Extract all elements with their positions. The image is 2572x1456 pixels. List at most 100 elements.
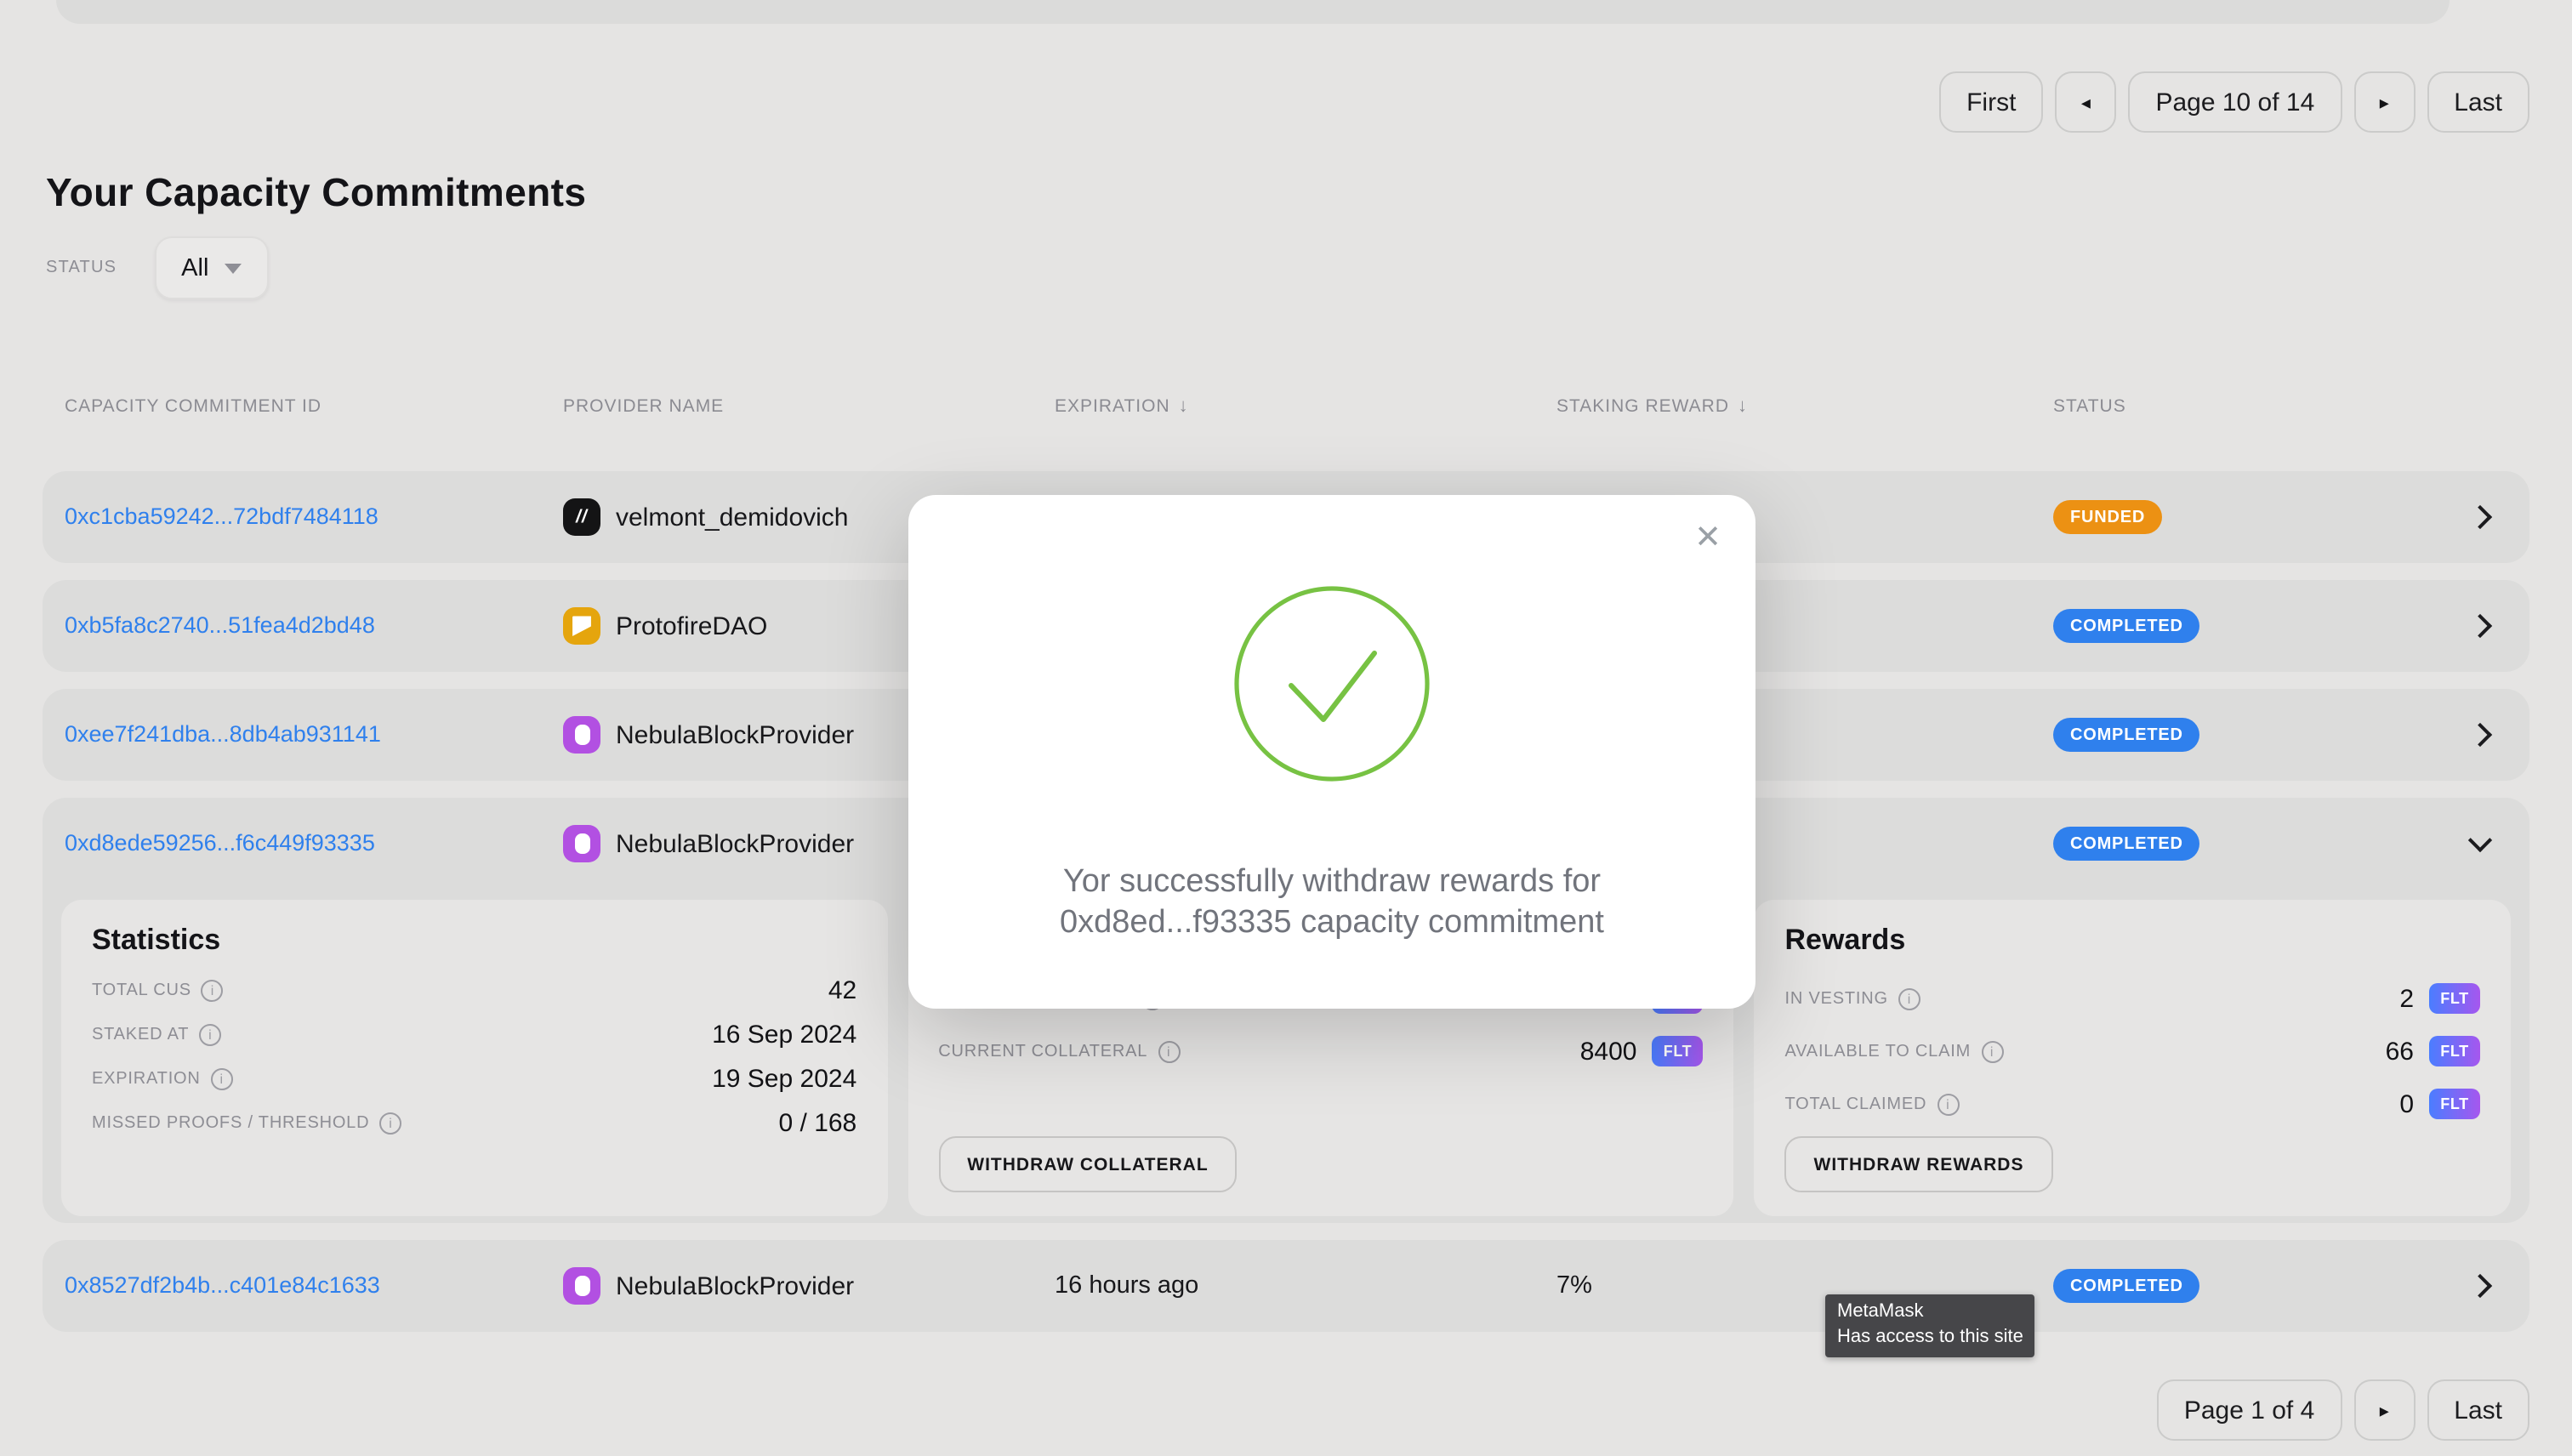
expiration-cell: 16 hours ago bbox=[1055, 1272, 1199, 1300]
first-page-button[interactable]: First bbox=[1939, 71, 2044, 133]
protofire-logo-icon bbox=[572, 616, 591, 636]
status-badge: COMPLETED bbox=[2053, 718, 2200, 753]
provider-avatar bbox=[563, 825, 600, 862]
info-icon[interactable]: i bbox=[1158, 1040, 1181, 1062]
commitment-id-link[interactable]: 0x8527df2b4b...c401e84c1633 bbox=[65, 1272, 380, 1298]
stat-label: IN VESTING bbox=[1784, 989, 1888, 1008]
header-label: STATUS bbox=[2053, 396, 2126, 417]
chevron-right-icon[interactable] bbox=[2467, 613, 2493, 639]
slashes-icon: // bbox=[576, 507, 588, 527]
close-icon[interactable]: ✕ bbox=[1694, 520, 1721, 556]
commitment-id-link[interactable]: 0xc1cba59242...72bdf7484118 bbox=[65, 503, 378, 529]
success-check-icon bbox=[1234, 586, 1430, 782]
provider-avatar: // bbox=[563, 498, 600, 536]
metamask-tooltip-body: Has access to this site bbox=[1837, 1327, 2023, 1347]
last-page-button[interactable]: Last bbox=[2427, 1379, 2529, 1441]
stat-value: 0 / 168 bbox=[778, 1109, 857, 1138]
nebula-logo-icon bbox=[574, 725, 589, 745]
table-header-row: CAPACITY COMMITMENT ID PROVIDER NAME EXP… bbox=[43, 396, 2529, 417]
status-badge: FUNDED bbox=[2053, 500, 2163, 535]
chevron-right-icon[interactable] bbox=[2467, 1273, 2493, 1299]
statistics-title: Statistics bbox=[92, 924, 221, 956]
prev-page-button[interactable]: ◂ bbox=[2055, 71, 2117, 133]
next-arrow-icon: ▸ bbox=[2379, 1401, 2389, 1421]
stat-value: 0 bbox=[2399, 1089, 2414, 1118]
commitment-id-link[interactable]: 0xb5fa8c2740...51fea4d2bd48 bbox=[65, 612, 375, 638]
status-filter-dropdown[interactable]: All bbox=[154, 236, 269, 299]
provider-avatar bbox=[563, 607, 600, 645]
stat-in-vesting: IN VESTING i 2 FLT bbox=[1784, 983, 2480, 1014]
prev-arrow-icon: ◂ bbox=[2080, 93, 2091, 113]
provider-name: NebulaBlockProvider bbox=[616, 829, 855, 858]
table-row[interactable]: 0x8527df2b4b...c401e84c1633 NebulaBlockP… bbox=[43, 1240, 2529, 1332]
next-arrow-icon: ▸ bbox=[2379, 93, 2389, 113]
status-badge: COMPLETED bbox=[2053, 609, 2200, 644]
header-expiration[interactable]: EXPIRATION ↓ bbox=[1055, 396, 1556, 417]
stat-label: TOTAL CUS bbox=[92, 981, 191, 1000]
info-icon[interactable]: i bbox=[201, 980, 224, 1002]
chevron-down-icon bbox=[224, 263, 242, 273]
page-indicator-bottom: Page 1 of 4 bbox=[2156, 1379, 2342, 1441]
stat-label: MISSED PROOFS / THRESHOLD bbox=[92, 1114, 370, 1133]
header-staking-reward[interactable]: STAKING REWARD ↓ bbox=[1556, 396, 2053, 417]
stat-value: 8400 bbox=[1579, 1037, 1637, 1066]
provider-avatar bbox=[563, 1267, 600, 1305]
header-label: PROVIDER NAME bbox=[563, 396, 725, 417]
sort-desc-icon[interactable]: ↓ bbox=[1738, 396, 1749, 417]
chevron-down-icon[interactable] bbox=[2467, 828, 2493, 853]
flt-token-badge: FLT bbox=[1652, 1036, 1704, 1066]
sort-desc-icon[interactable]: ↓ bbox=[1178, 396, 1189, 417]
next-page-button[interactable]: ▸ bbox=[2353, 1379, 2416, 1441]
staking-reward-cell: 7% bbox=[1556, 1272, 1592, 1300]
stat-expiration: EXPIRATION i 19 Sep 2024 bbox=[92, 1065, 856, 1094]
metamask-tooltip-title: MetaMask bbox=[1837, 1301, 1924, 1322]
header-label: STAKING REWARD bbox=[1556, 396, 1730, 417]
stat-value: 2 bbox=[2399, 984, 2414, 1013]
header-label: EXPIRATION bbox=[1055, 396, 1170, 417]
header-provider-name: PROVIDER NAME bbox=[563, 396, 1055, 417]
info-icon[interactable]: i bbox=[210, 1068, 233, 1090]
provider-name: ProtofireDAO bbox=[616, 611, 768, 640]
status-badge: COMPLETED bbox=[2053, 827, 2200, 862]
chevron-right-icon[interactable] bbox=[2467, 504, 2493, 530]
commitment-id-link[interactable]: 0xd8ede59256...f6c449f93335 bbox=[65, 830, 375, 856]
status-badge: COMPLETED bbox=[2053, 1269, 2200, 1304]
stat-total-cus: TOTAL CUS i 42 bbox=[92, 976, 856, 1005]
stat-value: 16 Sep 2024 bbox=[712, 1021, 857, 1049]
next-page-button[interactable]: ▸ bbox=[2353, 71, 2416, 133]
success-message-line1: Yor successfully withdraw rewards for bbox=[1062, 864, 1602, 900]
expanded-detail-panels: Statistics TOTAL CUS i 42 STAKED AT i 16 S… bbox=[43, 890, 2529, 1223]
stat-value: 66 bbox=[2385, 1037, 2414, 1066]
previous-row-remnant bbox=[56, 0, 2450, 24]
success-message: Yor successfully withdraw rewards for 0x… bbox=[942, 862, 1721, 944]
info-icon[interactable]: i bbox=[1937, 1093, 1960, 1115]
header-status: STATUS bbox=[2053, 396, 2489, 417]
withdraw-collateral-button[interactable]: WITHDRAW COLLATERAL bbox=[938, 1136, 1238, 1192]
info-icon[interactable]: i bbox=[1898, 987, 1920, 1010]
header-label: CAPACITY COMMITMENT ID bbox=[65, 396, 322, 417]
withdraw-rewards-button[interactable]: WITHDRAW REWARDS bbox=[1784, 1136, 2053, 1192]
stat-current-collateral: CURRENT COLLATERAL i 8400 FLT bbox=[938, 1036, 1704, 1066]
stat-missed-proofs: MISSED PROOFS / THRESHOLD i 0 / 168 bbox=[92, 1109, 856, 1138]
commitment-id-link[interactable]: 0xee7f241dba...8db4ab931141 bbox=[65, 721, 381, 747]
stat-label: TOTAL CLAIMED bbox=[1784, 1095, 1927, 1113]
status-filter-bar: STATUS All bbox=[46, 236, 269, 299]
provider-name: NebulaBlockProvider bbox=[616, 1271, 855, 1300]
stat-staked-at: STAKED AT i 16 Sep 2024 bbox=[92, 1021, 856, 1049]
info-icon[interactable]: i bbox=[199, 1024, 222, 1046]
info-icon[interactable]: i bbox=[379, 1112, 402, 1135]
provider-name: velmont_demidovich bbox=[616, 503, 849, 532]
withdraw-success-modal: ✕ Yor successfully withdraw rewards for … bbox=[908, 495, 1755, 1009]
statistics-panel: Statistics TOTAL CUS i 42 STAKED AT i 16 S… bbox=[61, 900, 888, 1216]
pagination-top: First ◂ Page 10 of 14 ▸ Last bbox=[1939, 71, 2529, 133]
header-capacity-commitment-id: CAPACITY COMMITMENT ID bbox=[65, 396, 563, 417]
last-page-button[interactable]: Last bbox=[2427, 71, 2529, 133]
stat-label: STAKED AT bbox=[92, 1026, 190, 1044]
info-icon[interactable]: i bbox=[1981, 1040, 2004, 1062]
provider-avatar bbox=[563, 716, 600, 754]
chevron-right-icon[interactable] bbox=[2467, 722, 2493, 748]
nebula-logo-icon bbox=[574, 833, 589, 854]
nebula-logo-icon bbox=[574, 1276, 589, 1296]
table-row[interactable]: 0xd8ede59256...f6c449f93335 NebulaBlockP… bbox=[43, 798, 2529, 890]
